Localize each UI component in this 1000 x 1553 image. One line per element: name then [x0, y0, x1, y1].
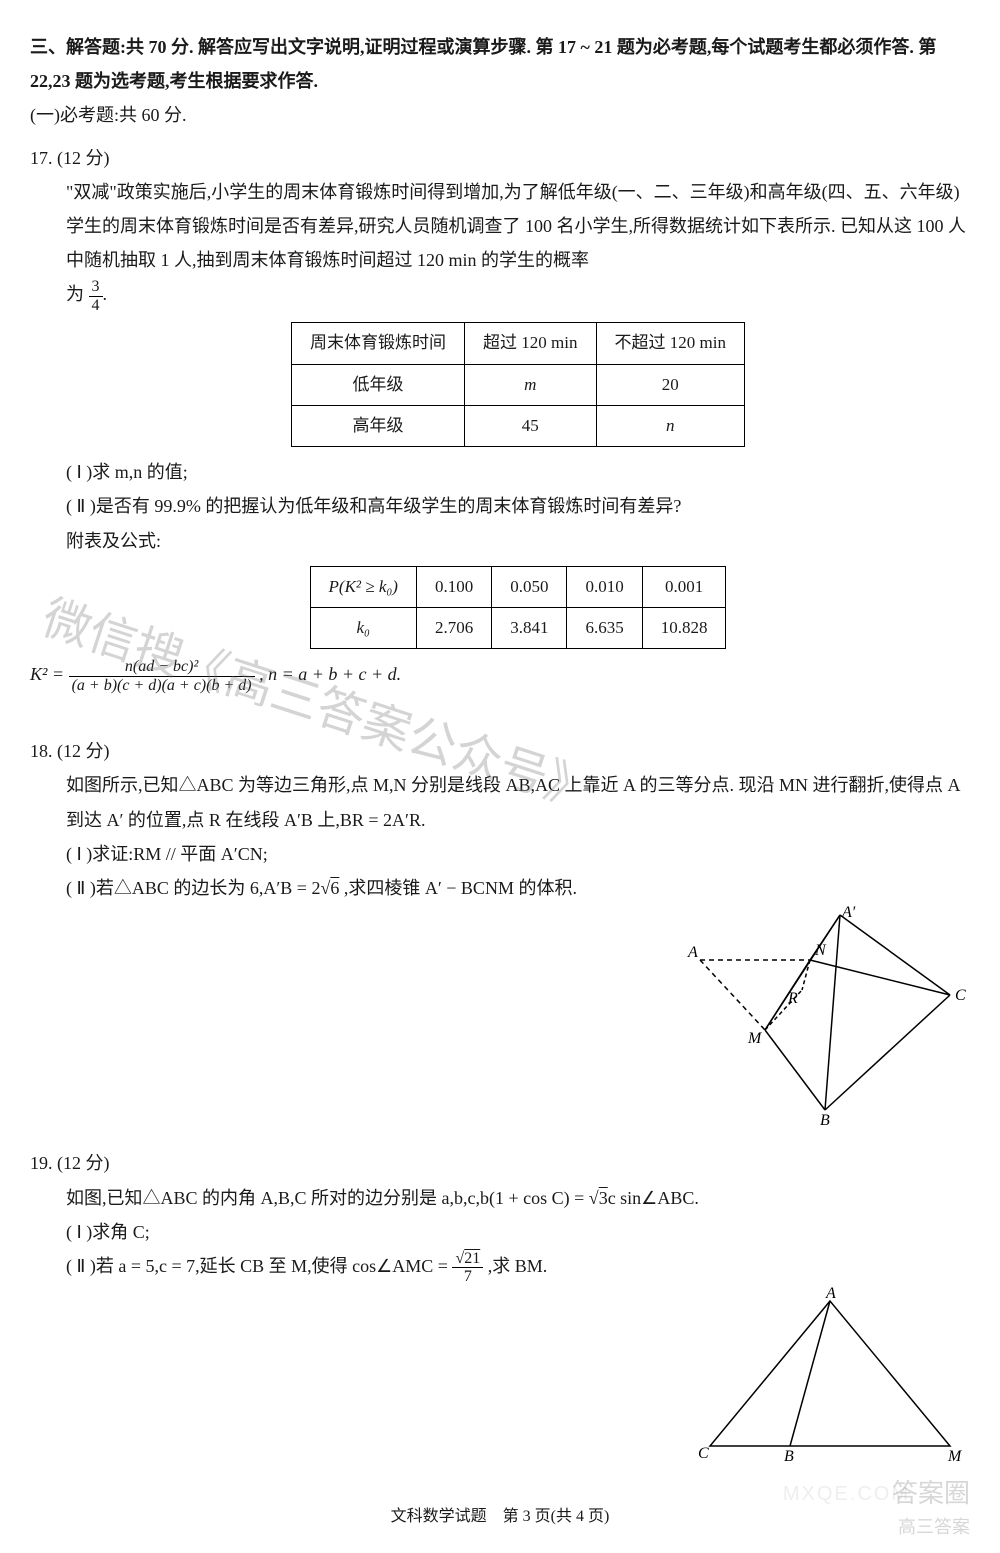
q19-p1-post: c sin∠ABC.: [608, 1188, 699, 1208]
q19-p2-num-sqrt: 21: [464, 1250, 480, 1267]
q17-attach: 附表及公式:: [66, 524, 970, 558]
q17-t2-r1: 2.706: [416, 608, 491, 649]
q17-number: 17. (12 分): [30, 141, 970, 175]
q18-label-A: A: [687, 944, 698, 961]
q17-t1-h2: 超过 120 min: [465, 323, 596, 364]
q18-p2-post: ,求四棱锥 A′ − BCNM 的体积.: [339, 878, 577, 898]
q17-frac-den: 4: [89, 297, 103, 315]
q17-t2-h4: 0.001: [642, 566, 726, 607]
q18-part1: ( Ⅰ )求证:RM // 平面 A′CN;: [66, 837, 970, 871]
q17-part2: ( Ⅱ )是否有 99.9% 的把握认为低年级和高年级学生的周末体育锻炼时间有差…: [66, 489, 970, 523]
q17-paragraph: "双减"政策实施后,小学生的周末体育锻炼时间得到增加,为了解低年级(一、二、三年…: [66, 175, 970, 278]
q17-formula-right: , n = a + b + c + d.: [259, 664, 401, 684]
q17-formula: K² = n(ad − bc)² (a + b)(c + d)(a + c)(b…: [30, 657, 970, 694]
question-19: 19. (12 分) 如图,已知△ABC 的内角 A,B,C 所对的边分别是 a…: [30, 1146, 970, 1472]
q17-frac-period: .: [103, 284, 108, 304]
q19-label-M: M: [947, 1448, 963, 1461]
q17-t2-h0: P(K² ≥ k₀): [310, 566, 416, 607]
q18-number: 18. (12 分): [30, 734, 970, 768]
q18-figure: A A′ B C M N R: [670, 905, 970, 1125]
question-18: 18. (12 分) 如图所示,已知△ABC 为等边三角形,点 M,N 分别是线…: [30, 734, 970, 1136]
q19-figure-wrap: A C B M: [66, 1286, 970, 1472]
q17-t2-h3: 0.010: [567, 566, 642, 607]
q19-p2-num: √21: [452, 1250, 483, 1269]
q18-p2-sqrt: 6: [330, 878, 339, 898]
q17-table1: 周末体育锻炼时间 超过 120 min 不超过 120 min 低年级 m 20…: [291, 322, 745, 447]
q19-p2-pre: ( Ⅱ )若 a = 5,c = 7,延长 CB 至 M,使得 cos∠AMC …: [66, 1256, 452, 1276]
q19-p1-sqrt: 3: [599, 1188, 608, 1208]
q17-table2: P(K² ≥ k₀) 0.100 0.050 0.010 0.001 k₀ 2.…: [310, 566, 727, 650]
q17-t1-r1c2: m: [465, 364, 596, 405]
q18-label-M: M: [747, 1030, 763, 1047]
q17-formula-den: (a + b)(c + d)(a + c)(b + d): [69, 677, 255, 695]
q17-t1-r2c3: n: [596, 405, 744, 446]
q19-p1-pre: 如图,已知△ABC 的内角 A,B,C 所对的边分别是 a,b,c,b(1 + …: [66, 1188, 589, 1208]
q17-t2-r2: 3.841: [492, 608, 567, 649]
q18-p2-pre: ( Ⅱ )若△ABC 的边长为 6,A′B = 2: [66, 878, 320, 898]
q19-p2-post: ,求 BM.: [488, 1256, 548, 1276]
q18-label-R: R: [787, 990, 798, 1007]
q18-label-C: C: [955, 987, 966, 1004]
question-17: 17. (12 分) "双减"政策实施后,小学生的周末体育锻炼时间得到增加,为了…: [30, 141, 970, 695]
q17-t2-r0: k₀: [310, 608, 416, 649]
q17-t1-r1c1: 低年级: [292, 364, 465, 405]
q17-t2-h1: 0.100: [416, 566, 491, 607]
section-heading: 三、解答题:共 70 分. 解答应写出文字说明,证明过程或演算步骤. 第 17 …: [30, 30, 970, 98]
q17-t1-h3: 不超过 120 min: [596, 323, 744, 364]
q17-formula-frac: n(ad − bc)² (a + b)(c + d)(a + c)(b + d): [69, 658, 255, 694]
q17-part1: ( Ⅰ )求 m,n 的值;: [66, 455, 970, 489]
q18-figure-wrap: A A′ B C M N R: [66, 905, 970, 1136]
q17-t1-h1: 周末体育锻炼时间: [292, 323, 465, 364]
q18-label-Ap: A′: [841, 905, 856, 921]
q17-fraction: 3 4: [89, 278, 103, 314]
q17-p1tail: 为: [66, 284, 84, 304]
q19-figure: A C B M: [670, 1286, 970, 1461]
q18-part2: ( Ⅱ )若△ABC 的边长为 6,A′B = 2√6 ,求四棱锥 A′ − B…: [66, 871, 970, 905]
q19-part2: ( Ⅱ )若 a = 5,c = 7,延长 CB 至 M,使得 cos∠AMC …: [66, 1249, 970, 1286]
q17-t2-r4: 10.828: [642, 608, 726, 649]
q18-label-B: B: [820, 1112, 830, 1125]
q19-p2-frac: √21 7: [452, 1250, 483, 1286]
q17-formula-num: n(ad − bc)²: [69, 658, 255, 677]
q19-label-B: B: [784, 1448, 794, 1461]
q18-paragraph: 如图所示,已知△ABC 为等边三角形,点 M,N 分别是线段 AB,AC 上靠近…: [66, 768, 970, 836]
q19-paragraph: 如图,已知△ABC 的内角 A,B,C 所对的边分别是 a,b,c,b(1 + …: [66, 1181, 970, 1215]
q17-t2-h2: 0.050: [492, 566, 567, 607]
q17-t2-r3: 6.635: [567, 608, 642, 649]
q17-t1-r2c1: 高年级: [292, 405, 465, 446]
q19-part1: ( Ⅰ )求角 C;: [66, 1215, 970, 1249]
q18-label-N: N: [814, 942, 827, 959]
section-subheading: (一)必考题:共 60 分.: [30, 98, 970, 132]
q17-frac-num: 3: [89, 278, 103, 297]
q17-text-main: "双减"政策实施后,小学生的周末体育锻炼时间得到增加,为了解低年级(一、二、三年…: [66, 182, 966, 270]
page-footer: 文科数学试题 第 3 页(共 4 页): [30, 1502, 970, 1532]
q19-label-C: C: [698, 1445, 709, 1461]
q17-formula-left: K² =: [30, 664, 69, 684]
q17-fraction-line: 为 3 4 .: [66, 277, 970, 314]
q17-t1-r2c2: 45: [465, 405, 596, 446]
q19-number: 19. (12 分): [30, 1146, 970, 1180]
q19-p2-den: 7: [452, 1268, 483, 1286]
q17-t1-r1c3: 20: [596, 364, 744, 405]
q19-label-A: A: [825, 1286, 836, 1302]
